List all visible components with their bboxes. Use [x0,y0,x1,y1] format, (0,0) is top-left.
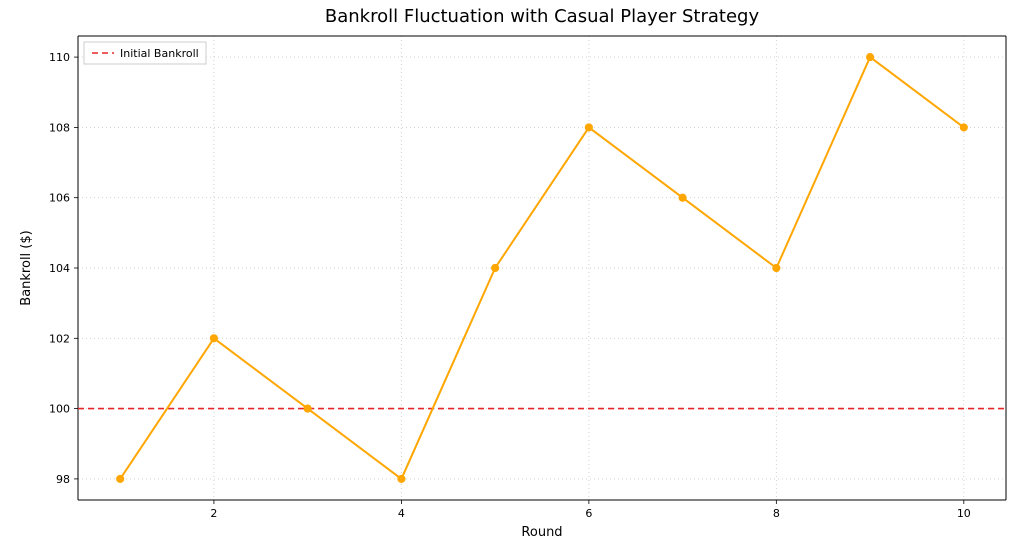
ytick-label: 108 [49,121,70,134]
y-axis-label: Bankroll ($) [19,230,34,305]
series-marker [398,475,405,482]
ytick-label: 100 [49,403,70,416]
ytick-label: 106 [49,192,70,205]
plot-area: 2 4 6 8 10 98 100 102 104 106 108 110 [49,36,1006,520]
ytick-label: 104 [49,262,70,275]
chart-container: 2 4 6 8 10 98 100 102 104 106 108 110 Round Bankroll … [0,0,1024,559]
chart-svg: 2 4 6 8 10 98 100 102 104 106 108 110 Round Bankroll … [0,0,1024,559]
series-marker [960,124,967,131]
series-marker [867,54,874,61]
series-marker [117,475,124,482]
series-marker [492,264,499,271]
ytick-label: 102 [49,332,70,345]
chart-title: Bankroll Fluctuation with Casual Player … [325,6,760,27]
series-marker [773,264,780,271]
xtick-label: 10 [957,507,971,520]
ytick-label: 110 [49,51,70,64]
x-axis-label: Round [521,525,562,540]
series-marker [679,194,686,201]
legend: Initial Bankroll [84,42,206,64]
series-marker [304,405,311,412]
ytick-label: 98 [56,473,70,486]
legend-label: Initial Bankroll [120,47,199,60]
xtick-label: 4 [398,507,405,520]
xtick-label: 6 [585,507,592,520]
xtick-label: 2 [210,507,217,520]
series-marker [210,335,217,342]
xtick-label: 8 [773,507,780,520]
series-marker [585,124,592,131]
